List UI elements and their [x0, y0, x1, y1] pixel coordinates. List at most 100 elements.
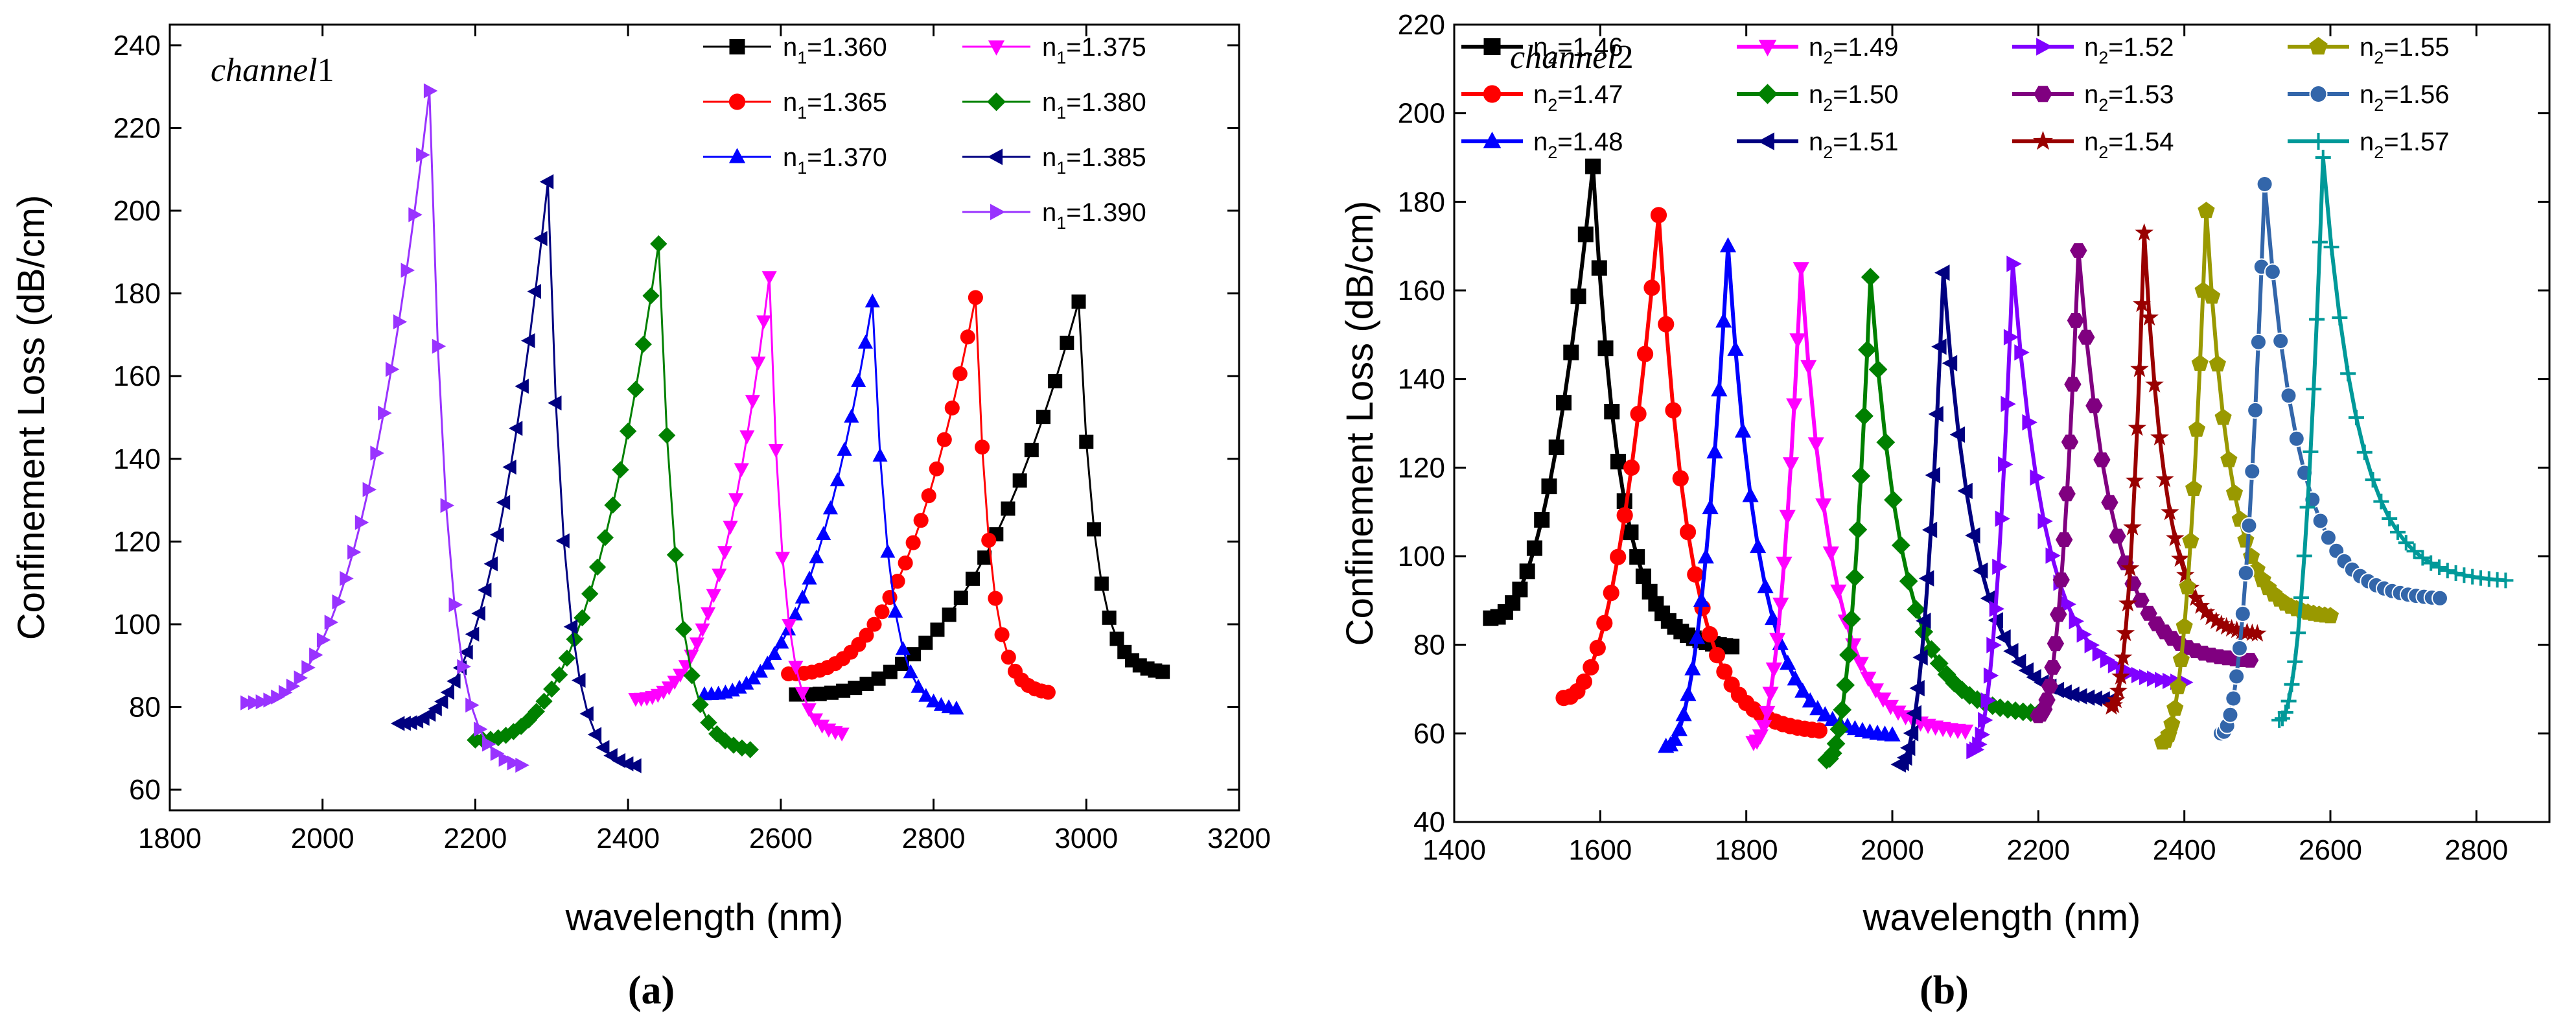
data-point — [1012, 473, 1027, 488]
data-point — [459, 644, 473, 660]
data-point — [816, 526, 831, 540]
data-point — [1822, 546, 1839, 562]
data-point — [2231, 639, 2248, 657]
data-point — [521, 333, 535, 349]
legend-marker — [2034, 86, 2052, 102]
data-point — [2069, 613, 2084, 629]
data-point — [2010, 653, 2026, 670]
data-point — [883, 664, 898, 679]
data-point — [2209, 355, 2226, 371]
data-point — [2155, 672, 2170, 688]
data-point — [634, 335, 652, 353]
data-point — [1782, 457, 1800, 473]
chart-panel-b: 1400 1600 1800 2000 2200 2400 2600 2800 40 60 80 10… — [1339, 9, 2551, 1013]
data-point — [2171, 549, 2190, 567]
data-point — [1680, 685, 1697, 701]
data-point — [1861, 268, 1880, 287]
data-point — [579, 706, 594, 722]
data-point — [2109, 528, 2126, 544]
data-point — [2006, 255, 2022, 272]
legend-item: n2=1.57 — [2288, 128, 2450, 162]
data-point — [929, 461, 944, 476]
data-point — [2128, 418, 2147, 436]
legend-marker — [1758, 132, 1774, 150]
data-point — [2135, 223, 2153, 241]
data-point — [1094, 576, 1109, 591]
data-point — [1986, 637, 2002, 653]
data-point — [378, 405, 392, 421]
legend-marker — [987, 92, 1006, 111]
data-point — [2309, 311, 2325, 327]
data-point — [1650, 207, 1667, 224]
data-point — [960, 329, 975, 345]
data-point — [1779, 510, 1796, 525]
data-point — [550, 666, 568, 684]
data-point — [581, 585, 599, 603]
data-point — [952, 366, 968, 382]
data-point — [844, 408, 859, 423]
data-point — [1765, 609, 1781, 626]
x-tick-label: 2000 — [291, 823, 354, 854]
x-tick-label: 2200 — [443, 823, 507, 854]
data-point — [815, 720, 830, 734]
data-point — [2287, 653, 2303, 670]
channel-annotation: channel2 — [1510, 39, 1634, 76]
panel-label: (b) — [1920, 968, 1969, 1013]
data-point — [739, 430, 755, 445]
data-point — [1937, 665, 1956, 684]
data-point — [809, 549, 824, 563]
data-point — [2356, 444, 2373, 460]
data-point — [515, 379, 529, 394]
data-point — [2064, 687, 2080, 703]
legend: n2=1.46 n2=1.47 n2=1.48 n2=1.49 n2=1.50 n2=1.… — [1461, 33, 2450, 162]
data-point — [1623, 459, 1640, 476]
data-point — [1048, 374, 1063, 389]
data-point — [864, 293, 880, 308]
data-point — [1960, 686, 1979, 705]
data-point — [2107, 657, 2124, 674]
data-point — [921, 488, 936, 504]
data-point — [423, 83, 438, 99]
data-point — [750, 357, 766, 371]
data-point — [2166, 528, 2185, 546]
data-point — [1597, 340, 1614, 357]
channel-annotation: channel1 — [211, 52, 334, 89]
data-point — [1829, 720, 1849, 739]
x-axis-title: wavelength (nm) — [565, 897, 844, 939]
data-point — [1802, 692, 1818, 708]
data-point — [1983, 667, 1999, 684]
data-point — [1992, 558, 2008, 575]
data-point — [717, 546, 732, 560]
data-point — [1589, 639, 1606, 656]
data-point — [1906, 705, 1921, 722]
y-tick-label: 220 — [113, 112, 161, 144]
data-point — [1845, 568, 1864, 587]
data-point — [1991, 698, 2010, 718]
data-point — [1868, 360, 1888, 379]
data-point — [2131, 666, 2147, 683]
data-point — [911, 679, 926, 693]
data-point — [667, 675, 682, 690]
data-point — [1697, 548, 1714, 564]
legend-item: n2=1.47 — [1461, 80, 1623, 115]
data-point — [1793, 262, 1809, 277]
data-point — [1604, 403, 1620, 419]
x-tick-label: 2800 — [2444, 834, 2508, 866]
data-point — [397, 716, 411, 731]
data-point — [1577, 226, 1594, 242]
data-point — [1867, 683, 1884, 699]
data-point — [508, 421, 523, 436]
data-point — [768, 444, 783, 458]
series-line — [796, 301, 1163, 696]
data-point — [596, 529, 614, 546]
data-point — [1548, 439, 1564, 455]
data-point — [2201, 607, 2221, 626]
data-point — [1899, 572, 1918, 591]
data-point — [2155, 469, 2174, 487]
y-tick-label: 160 — [113, 360, 161, 392]
data-point — [2196, 602, 2216, 620]
data-point — [2237, 564, 2255, 581]
data-point — [1765, 663, 1782, 678]
data-point — [528, 703, 545, 720]
x-tick-label: 1800 — [1715, 834, 1778, 866]
